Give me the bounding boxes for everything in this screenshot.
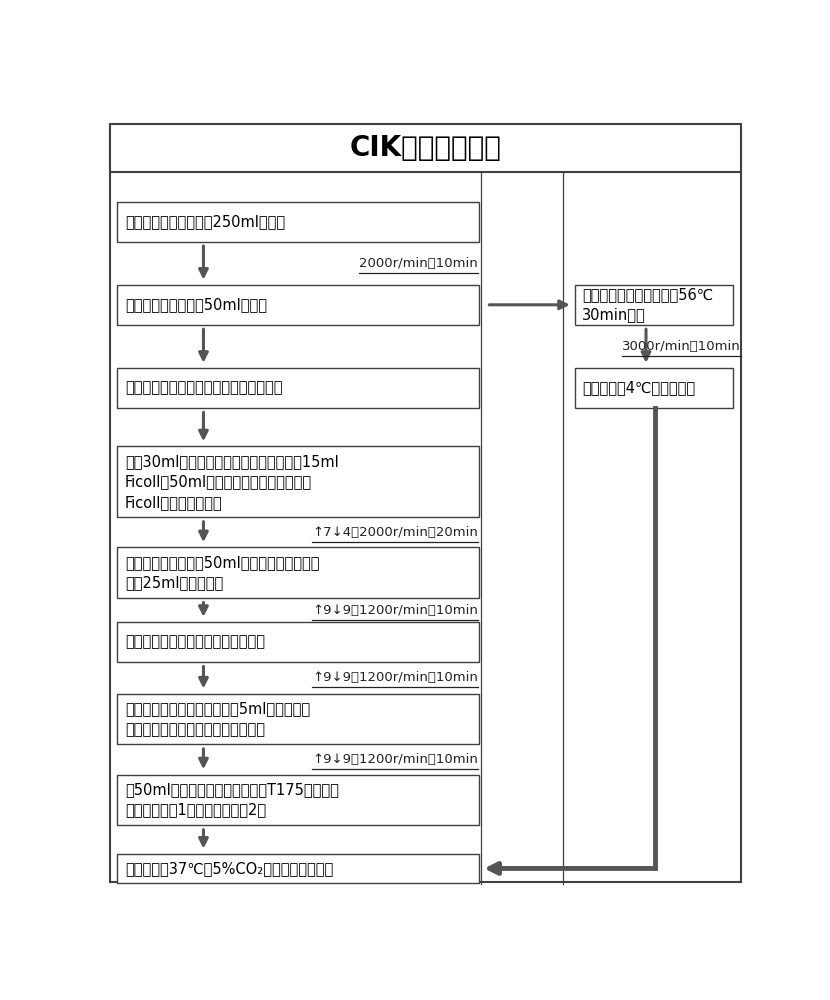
FancyBboxPatch shape: [574, 285, 734, 325]
Text: 将原血从采血管转移至250ml离心管: 将原血从采血管转移至250ml离心管: [125, 214, 285, 229]
FancyBboxPatch shape: [116, 854, 480, 883]
Text: 保存上清至4℃冰箱，待用: 保存上清至4℃冰箱，待用: [583, 380, 696, 395]
FancyBboxPatch shape: [116, 774, 480, 825]
FancyBboxPatch shape: [116, 622, 480, 662]
FancyBboxPatch shape: [116, 547, 480, 598]
Text: 吸取30ml样本沿离心管侧壁轻轻打入装有15ml
Ficoll的50ml离心管中，需保持血液层和
Ficoll分界面清晰明显: 吸取30ml样本沿离心管侧壁轻轻打入装有15ml Ficoll的50ml离心管中…: [125, 454, 339, 510]
Text: 置于提前开启的水浴锅中56℃
30min灭活: 置于提前开启的水浴锅中56℃ 30min灭活: [583, 287, 714, 322]
Text: 用50ml无血清培养基冲悬细胞至T175细胞培养
瓶，加入因子1（次日加入因子2）: 用50ml无血清培养基冲悬细胞至T175细胞培养 瓶，加入因子1（次日加入因子2…: [125, 782, 339, 818]
FancyBboxPatch shape: [116, 368, 480, 408]
Text: 2000r/min，10min: 2000r/min，10min: [359, 257, 478, 270]
Text: 将细胞置于37℃，5%CO₂细胞培养箱中培养: 将细胞置于37℃，5%CO₂细胞培养箱中培养: [125, 861, 333, 876]
Text: CIK细胞分离流程: CIK细胞分离流程: [349, 134, 501, 162]
Text: ↑9↓9，1200r/min，10min: ↑9↓9，1200r/min，10min: [312, 753, 478, 766]
Text: 倒掉上清，振散细胞团，加入5ml盐水，混合
均匀，取样少量，赤藓红染色计数；: 倒掉上清，振散细胞团，加入5ml盐水，混合 均匀，取样少量，赤藓红染色计数；: [125, 701, 310, 737]
Text: 加入与原血等体积的生理盐水，混合均匀: 加入与原血等体积的生理盐水，混合均匀: [125, 380, 282, 395]
Text: 3000r/min，10min: 3000r/min，10min: [622, 340, 740, 353]
FancyBboxPatch shape: [116, 202, 480, 242]
FancyBboxPatch shape: [116, 694, 480, 744]
FancyBboxPatch shape: [116, 285, 480, 325]
FancyBboxPatch shape: [574, 368, 734, 408]
Text: 弃上清，涡旋振散细胞团，加满盐水: 弃上清，涡旋振散细胞团，加满盐水: [125, 635, 265, 650]
Text: ↑9↓9，1200r/min，10min: ↑9↓9，1200r/min，10min: [312, 604, 478, 617]
Text: ↑7↓4，2000r/min，20min: ↑7↓4，2000r/min，20min: [312, 526, 478, 539]
Text: 轻轻洗取上清转移至50ml离心管: 轻轻洗取上清转移至50ml离心管: [125, 297, 267, 312]
FancyBboxPatch shape: [116, 446, 480, 517]
Text: ↑9↓9，1200r/min，10min: ↑9↓9，1200r/min，10min: [312, 671, 478, 684]
Text: 吸取单个核细胞层于50ml离心管中，体积不要
超过25ml，加满盐水: 吸取单个核细胞层于50ml离心管中，体积不要 超过25ml，加满盐水: [125, 555, 320, 590]
FancyBboxPatch shape: [110, 124, 740, 172]
